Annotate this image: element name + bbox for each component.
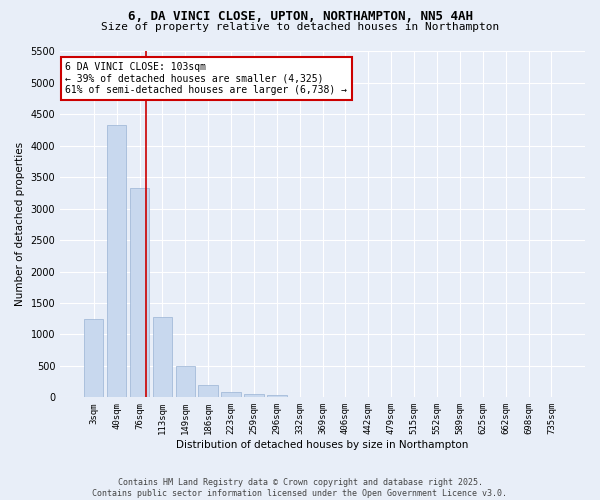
Bar (107, 126, 127, 398)
Text: Size of property relative to detached houses in Northampton: Size of property relative to detached ho… (101, 22, 499, 32)
Y-axis label: Number of detached properties: Number of detached properties (15, 142, 25, 306)
Bar (199, 385, 218, 398)
Bar (267, 395, 287, 398)
Bar (244, 394, 263, 398)
Bar (176, 366, 195, 398)
Bar (130, 188, 149, 398)
Text: Contains HM Land Registry data © Crown copyright and database right 2025.
Contai: Contains HM Land Registry data © Crown c… (92, 478, 508, 498)
Bar (84, 318, 103, 398)
X-axis label: Distribution of detached houses by size in Northampton: Distribution of detached houses by size … (176, 440, 469, 450)
Bar (221, 392, 241, 398)
Text: 6, DA VINCI CLOSE, UPTON, NORTHAMPTON, NN5 4AH: 6, DA VINCI CLOSE, UPTON, NORTHAMPTON, N… (128, 10, 473, 23)
Bar (152, 317, 172, 398)
Text: 6 DA VINCI CLOSE: 103sqm
← 39% of detached houses are smaller (4,325)
61% of sem: 6 DA VINCI CLOSE: 103sqm ← 39% of detach… (65, 62, 347, 95)
